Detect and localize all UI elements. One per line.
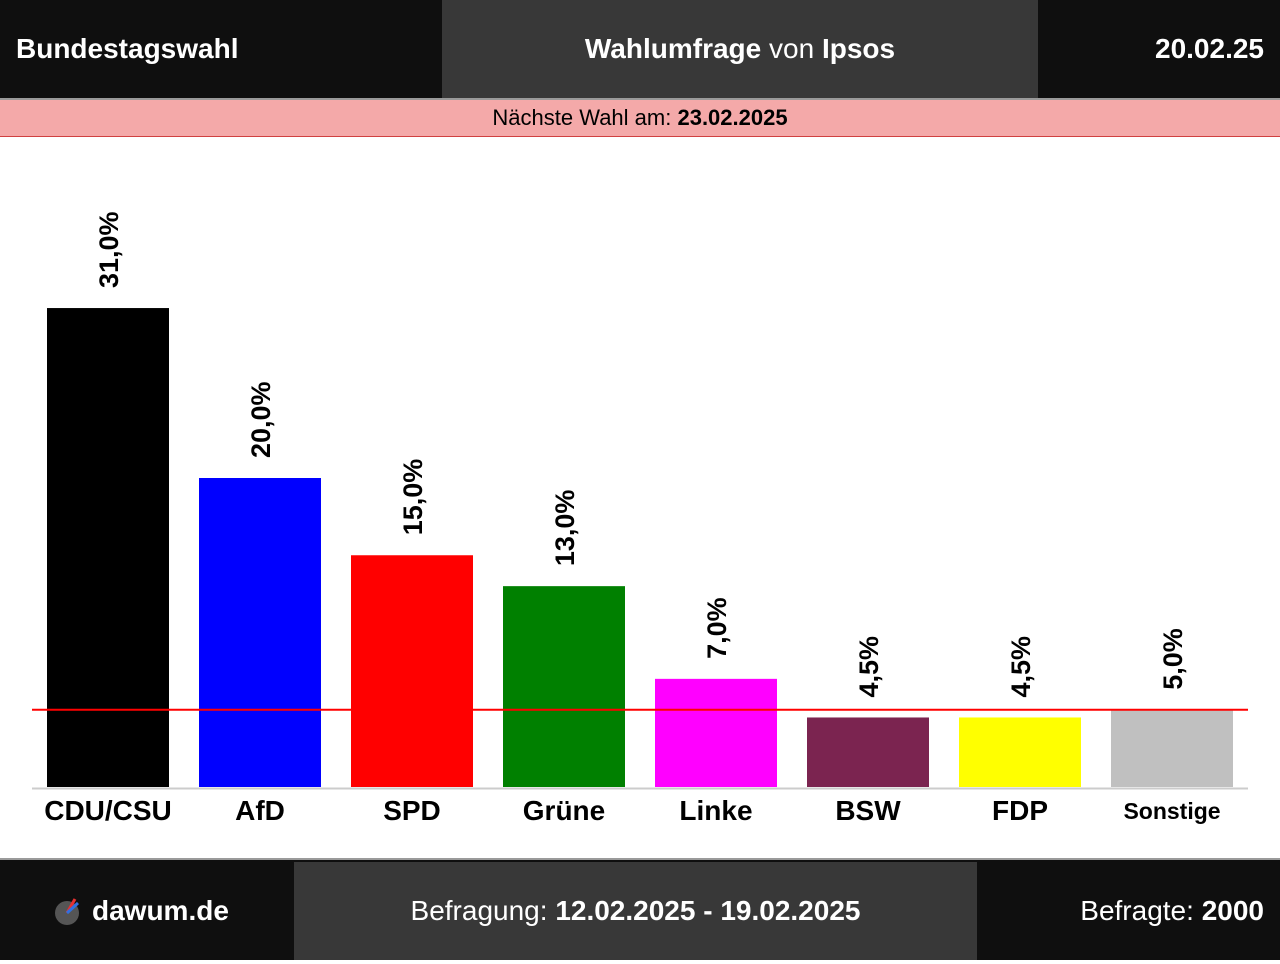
bar-cdu-csu <box>47 308 169 787</box>
footer-divider <box>0 858 1280 861</box>
poll-date: 20.02.25 <box>1155 33 1264 64</box>
poll-title: Wahlumfrage von Ipsos <box>442 0 1038 98</box>
value-label-spd: 15,0% <box>398 459 428 536</box>
value-label-afd: 20,0% <box>246 381 276 458</box>
survey-label: Befragung: <box>410 895 548 926</box>
brand-link[interactable]: dawum.de <box>54 862 229 960</box>
poll-title-part1: Wahlumfrage <box>584 33 762 64</box>
value-label-gr-ne: 13,0% <box>550 490 580 567</box>
poll-title-part2: von <box>769 33 815 64</box>
bar-linke <box>655 678 777 787</box>
next-election-banner: Nächste Wahl am: 23.02.2025 <box>0 100 1280 137</box>
category-label-bsw: BSW <box>835 795 901 826</box>
next-election-date: 23.02.2025 <box>677 105 788 130</box>
value-label-sonstige: 5,0% <box>1158 628 1188 690</box>
category-label-cdu-csu: CDU/CSU <box>44 795 172 826</box>
poll-institute: Ipsos <box>821 33 896 64</box>
category-label-linke: Linke <box>679 795 752 826</box>
respondents: Befragte: 2000 <box>1080 862 1264 960</box>
respondents-count: 2000 <box>1201 895 1264 926</box>
bar-sonstige <box>1111 709 1233 787</box>
category-label-afd: AfD <box>235 795 285 826</box>
poll-bar-chart: 31,0% CDU/CSU 20,0% AfD 15,0% SPD 13,0% Grüne 7,… <box>32 211 1248 826</box>
respondents-label: Befragte: <box>1080 895 1194 926</box>
header-title: Bundestagswahl <box>16 33 239 64</box>
value-label-bsw: 4,5% <box>854 636 884 698</box>
bar-afd <box>199 478 321 787</box>
header-divider <box>0 98 1280 100</box>
value-label-fdp: 4,5% <box>1006 636 1036 698</box>
category-label-spd: SPD <box>383 795 441 826</box>
dawum-logo-icon <box>55 898 80 925</box>
survey-dates: 12.02.2025 - 19.02.2025 <box>555 895 861 926</box>
bar-spd <box>351 555 473 787</box>
bar-bsw <box>807 717 929 787</box>
category-label-gr-ne: Grüne <box>523 795 605 826</box>
category-label-sonstige: Sonstige <box>1123 798 1220 824</box>
bar-fdp <box>959 717 1081 787</box>
category-label-fdp: FDP <box>992 795 1048 826</box>
next-election-label: Nächste Wahl am: <box>492 105 672 130</box>
value-label-cdu-csu: 31,0% <box>94 211 124 288</box>
bar-gr-ne <box>503 586 625 787</box>
brand-name: dawum.de <box>92 895 229 926</box>
value-label-linke: 7,0% <box>702 597 732 659</box>
survey-period: Befragung: 12.02.2025 - 19.02.2025 <box>294 862 977 960</box>
